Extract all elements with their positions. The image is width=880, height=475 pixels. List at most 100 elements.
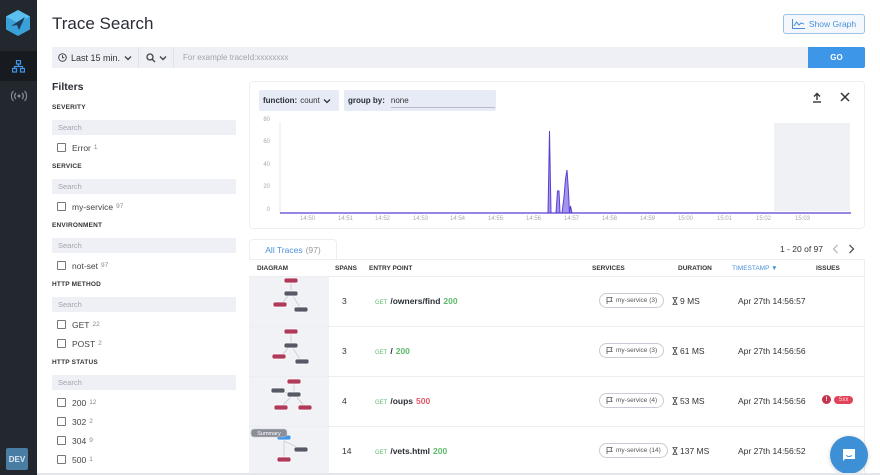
filter-option[interactable]: 200 12 [52, 396, 236, 409]
entry-point[interactable]: GET / 200 [375, 346, 410, 356]
time-range-dropdown[interactable]: Last 15 min. [52, 47, 139, 68]
chart-actions [812, 92, 850, 103]
filter-option[interactable]: 302 2 [52, 415, 236, 428]
checkbox[interactable] [57, 320, 66, 329]
filter-option[interactable]: POST 2 [52, 337, 236, 350]
environment-badge[interactable]: DEV [6, 448, 28, 470]
show-graph-button[interactable]: Show Graph [783, 14, 865, 34]
trace-count-plot[interactable] [250, 82, 866, 230]
entry-point[interactable]: GET /vets.html 200 [375, 446, 447, 456]
close-icon[interactable] [840, 92, 850, 102]
trace-diagram-thumbnail[interactable] [249, 327, 329, 376]
trace-search-input[interactable] [174, 47, 808, 68]
hierarchy-icon [12, 59, 25, 73]
filter-group-severity: SEVERITY Error 1 [52, 104, 236, 154]
checkbox[interactable] [57, 143, 66, 152]
column-timestamp[interactable]: TIMESTAMP ▼ [732, 265, 778, 272]
flag-icon [606, 447, 613, 454]
checkbox[interactable] [57, 436, 66, 445]
x-tick: 14:53 [413, 216, 429, 222]
checkbox[interactable] [57, 339, 66, 348]
filter-option-label: GET [72, 319, 90, 330]
sort-desc-icon: ▼ [771, 265, 778, 272]
x-tick: 14:51 [338, 216, 354, 222]
checkbox[interactable] [57, 261, 66, 270]
table-row[interactable]: 4 GET /oups 500 my-service (4) 53 MS Apr… [249, 377, 864, 427]
column-entry-point[interactable]: ENTRY POINT [369, 265, 413, 272]
search-bar: Last 15 min. [52, 47, 808, 68]
filter-option[interactable]: not-set 97 [52, 259, 236, 272]
group-by-label: group by: [348, 96, 385, 105]
trace-diagram-thumbnail[interactable] [249, 377, 329, 426]
clock-icon [58, 53, 67, 62]
severity-search-input[interactable] [52, 120, 236, 135]
service-chip[interactable]: my-service (3) [599, 343, 665, 358]
filter-option[interactable]: my-service 97 [52, 200, 236, 213]
request-path: /vets.html [390, 446, 431, 456]
function-value: count [300, 96, 320, 105]
filter-option[interactable]: 500 1 [52, 453, 236, 466]
filter-option-label: not-set [72, 260, 98, 271]
filter-option[interactable]: GET 22 [52, 318, 236, 331]
function-dropdown[interactable]: function: count [259, 90, 339, 111]
checkbox[interactable] [57, 417, 66, 426]
filters-panel: Filters SEVERITY Error 1 SERVICE my-serv… [52, 81, 236, 475]
y-tick: 80 [263, 117, 270, 123]
filter-option[interactable]: Error 1 [52, 141, 236, 154]
export-icon[interactable] [812, 92, 822, 103]
flag-icon [606, 397, 613, 404]
filter-option-count: 97 [101, 262, 109, 269]
checkbox[interactable] [57, 455, 66, 464]
group-by-value[interactable]: none [390, 94, 495, 108]
filter-option-count: 97 [116, 203, 124, 210]
chevron-down-icon [159, 55, 166, 60]
trace-diagram-thumbnail[interactable] [249, 277, 329, 326]
horizontal-scrollbar[interactable] [37, 473, 880, 475]
service-name: my-service (3) [616, 347, 658, 354]
http-status: 500 [416, 396, 431, 406]
service-search-input[interactable] [52, 179, 236, 194]
app-logo-icon[interactable] [5, 9, 31, 37]
filters-title: Filters [52, 81, 84, 93]
group-by-field[interactable]: group by: none [344, 90, 496, 111]
service-chip[interactable]: my-service (14) [599, 443, 668, 458]
chevron-left-icon[interactable] [832, 244, 839, 254]
service-chip[interactable]: my-service (3) [599, 293, 665, 308]
chevron-right-icon[interactable] [848, 244, 855, 254]
service-name: my-service (4) [616, 397, 658, 404]
http-status-search-input[interactable] [52, 375, 236, 390]
column-spans[interactable]: SPANS [335, 265, 357, 272]
table-header: DIAGRAM SPANS ENTRY POINT SERVICES DURAT… [249, 260, 864, 277]
service-name: my-service (3) [616, 297, 658, 304]
tab-all-traces[interactable]: All Traces (97) [249, 239, 337, 260]
filter-option-count: 9 [89, 437, 93, 444]
nav-live-tail[interactable] [0, 81, 37, 111]
x-tick: 14:58 [602, 216, 618, 222]
table-row[interactable]: 3 GET /owners/find 200 my-service (3) 9 … [249, 277, 864, 327]
filter-option[interactable]: 304 9 [52, 434, 236, 447]
checkbox[interactable] [57, 202, 66, 211]
broadcast-icon [10, 90, 27, 102]
go-button[interactable]: GO [808, 47, 865, 68]
trace-diagram-thumbnail[interactable]: Summary [249, 427, 329, 475]
hourglass-icon [672, 347, 678, 355]
hourglass-icon [672, 297, 678, 305]
column-duration[interactable]: DURATION [678, 265, 712, 272]
issue-badge[interactable]: 5xx [834, 395, 854, 404]
entry-point[interactable]: GET /owners/find 200 [375, 296, 458, 306]
table-row[interactable]: 3 GET / 200 my-service (3) 61 MS Apr 27t… [249, 327, 864, 377]
y-tick: 60 [263, 139, 270, 145]
service-chip[interactable]: my-service (4) [599, 393, 665, 408]
checkbox[interactable] [57, 398, 66, 407]
query-mode-dropdown[interactable] [139, 47, 174, 68]
table-row[interactable]: Summary 14 GET /vets.html 200 my-service… [249, 427, 864, 475]
entry-point[interactable]: GET /oups 500 [375, 396, 430, 406]
filter-group-environment: ENVIRONMENT not-set 97 [52, 222, 236, 272]
environment-search-input[interactable] [52, 238, 236, 253]
nav-distributed-tracing[interactable] [0, 51, 37, 81]
chevron-down-icon [323, 98, 331, 103]
request-path: /oups [390, 396, 414, 406]
http-method-search-input[interactable] [52, 297, 236, 312]
chevron-down-icon [124, 55, 132, 60]
chat-launcher-button[interactable] [830, 436, 868, 474]
